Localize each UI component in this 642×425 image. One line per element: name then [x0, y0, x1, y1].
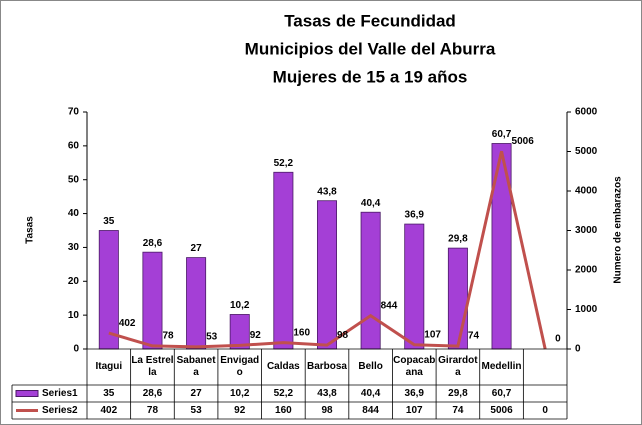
table-value: 53 [191, 405, 203, 416]
y-tick-label: 20 [68, 276, 80, 287]
chart-title: Municipios del Valle del Aburra [245, 39, 496, 58]
table-value: 10,2 [230, 388, 250, 399]
chart-title: Tasas de Fecundidad [284, 11, 456, 30]
x-tick-label: Copacabana [393, 355, 436, 378]
bar [98, 230, 119, 350]
chart-title: Mujeres de 15 a 19 años [273, 67, 468, 86]
y2-axis-label: Numero de embarazos [613, 176, 624, 284]
data-label: 402 [119, 318, 136, 329]
x-tick-label-box: Itagui [95, 361, 123, 372]
table-value: 5006 [490, 405, 513, 416]
data-label: 43,8 [317, 186, 337, 197]
y2-tick-label: 4000 [575, 186, 598, 197]
data-label: 36,9 [405, 210, 425, 221]
legend-label: Series2 [42, 405, 78, 416]
y-tick-label: 10 [68, 310, 80, 321]
table-value: 52,2 [274, 388, 294, 399]
table-value: 40,4 [361, 388, 381, 399]
data-label: 10,2 [230, 300, 250, 311]
x-tick-label: Caldas [266, 361, 300, 372]
data-label: 5006 [512, 136, 535, 147]
legend-swatch [15, 390, 39, 397]
x-tick-label: Medellin [481, 361, 522, 372]
y2-tick-label: 3000 [575, 225, 598, 236]
table-value: 35 [103, 388, 115, 399]
table-value: 60,7 [492, 388, 512, 399]
data-label: 28,6 [143, 238, 163, 249]
x-tick-label-box: Girardota [438, 355, 478, 378]
x-tick-label-box: La Estrella [131, 355, 174, 378]
y2-tick-label: 1000 [575, 304, 598, 315]
data-label: 27 [191, 243, 203, 254]
data-label: 52,2 [274, 158, 294, 169]
x-tick-label-box: Copacabana [393, 355, 436, 378]
table-value: 29,8 [448, 388, 468, 399]
table-value: 0 [542, 405, 548, 416]
x-tick-label: Sabaneta [176, 355, 216, 378]
data-label: 78 [162, 331, 174, 342]
x-tick-label: Bello [358, 361, 383, 372]
legend-label: Series1 [42, 388, 78, 399]
data-label: 74 [468, 331, 480, 342]
x-tick-label-box: Bello [358, 361, 383, 372]
y-tick-label: 70 [68, 107, 80, 118]
table-value: 92 [234, 405, 246, 416]
table-value: 74 [452, 405, 464, 416]
data-label: 92 [250, 330, 262, 341]
x-tick-label: Envigado [220, 355, 260, 378]
y-tick-label: 60 [68, 140, 80, 151]
y2-tick-label: 5000 [575, 146, 598, 157]
table-value: 78 [147, 405, 159, 416]
data-label: 0 [555, 334, 561, 345]
y2-tick-label: 6000 [575, 107, 598, 118]
x-tick-label: Itagui [95, 361, 123, 372]
y-tick-label: 40 [68, 208, 80, 219]
table-value: 43,8 [317, 388, 337, 399]
data-label: 53 [206, 332, 218, 343]
table-value: 107 [406, 405, 423, 416]
x-tick-label [523, 349, 567, 385]
data-label: 107 [424, 329, 441, 340]
line-series [108, 150, 547, 350]
table-value: 844 [362, 405, 379, 416]
data-label: 98 [337, 330, 349, 341]
bar [360, 211, 381, 350]
x-tick-label: Barbosa [306, 361, 347, 372]
table-value: 28,6 [143, 388, 163, 399]
bar [491, 143, 512, 350]
table-value: 98 [321, 405, 333, 416]
table-value: 160 [275, 405, 292, 416]
y-tick-label: 0 [73, 344, 79, 355]
bar [447, 247, 468, 350]
table-value: 36,9 [405, 388, 425, 399]
data-label: 40,4 [361, 198, 381, 209]
data-label: 60,7 [492, 129, 512, 140]
x-tick-label-box: Barbosa [306, 361, 347, 372]
x-tick-label: La Estrella [131, 355, 174, 378]
data-label: 160 [293, 327, 310, 338]
x-tick-label-box: Caldas [266, 361, 300, 372]
table-value: 27 [191, 388, 203, 399]
x-tick-label-box: Sabaneta [176, 355, 216, 378]
y-tick-label: 50 [68, 174, 80, 185]
table-value: 402 [100, 405, 117, 416]
y-tick-label: 30 [68, 242, 80, 253]
y-axis-label: Tasas [25, 216, 36, 244]
bar [186, 257, 207, 350]
bar [273, 171, 294, 350]
bar [316, 200, 337, 350]
x-tick-label-box: Envigado [220, 355, 260, 378]
data-label: 29,8 [448, 234, 468, 245]
x-tick-label-box: Medellin [481, 361, 522, 372]
bar [142, 251, 163, 350]
x-tick-label: Girardota [438, 355, 478, 378]
bar [404, 223, 425, 350]
data-label: 844 [381, 300, 398, 311]
data-label: 35 [103, 216, 115, 227]
y2-tick-label: 2000 [575, 265, 598, 276]
y2-tick-label: 0 [575, 344, 581, 355]
x-tick-label-box [523, 349, 567, 385]
